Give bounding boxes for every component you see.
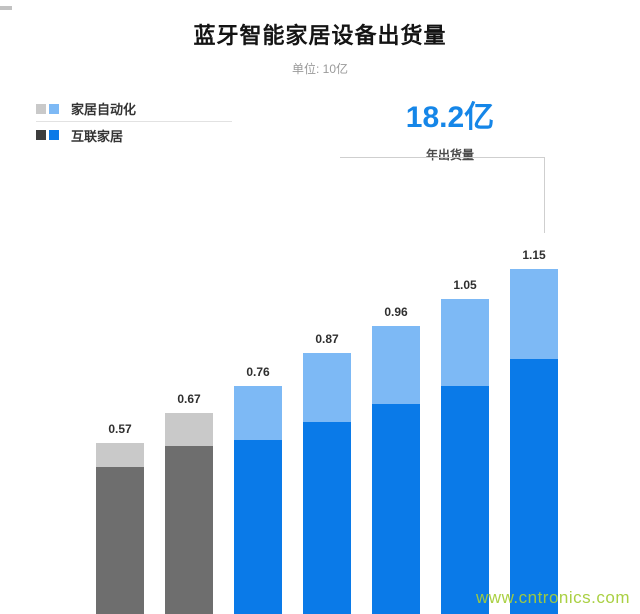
- segment-home-automation: [303, 353, 351, 422]
- segment-home-automation: [510, 269, 558, 359]
- bar-value-label: 1.05: [453, 278, 477, 292]
- stacked-bar: [234, 386, 282, 614]
- bar-value-label: 0.87: [315, 332, 339, 346]
- segment-connected-home: [96, 467, 144, 614]
- segment-connected-home: [165, 446, 213, 614]
- stacked-bar: [303, 353, 351, 614]
- bar-group: 0.96: [372, 305, 420, 614]
- annual-shipments-annotation: 18.2亿 年出货量: [340, 92, 560, 163]
- legend-swatch-blue-light: [49, 103, 59, 114]
- bar-value-label: 0.96: [384, 305, 408, 319]
- bar-group: 0.87: [303, 332, 351, 614]
- stacked-bar: [165, 413, 213, 614]
- bar-value-label: 0.57: [108, 422, 132, 436]
- bar-group: 1.05: [441, 278, 489, 614]
- segment-home-automation: [234, 386, 282, 440]
- page-title: 蓝牙智能家居设备出货量: [193, 23, 447, 48]
- stacked-bar: [372, 326, 420, 614]
- segment-home-automation: [372, 326, 420, 404]
- bar-chart: 0.57 0.67 0.76 0.87 0.96 1.05 1.15: [96, 232, 558, 614]
- segment-connected-home: [441, 386, 489, 614]
- bar-group: 0.67: [165, 392, 213, 614]
- chart-unit-subtitle: 单位: 10亿: [291, 62, 349, 76]
- legend-swatch-gray-light: [36, 103, 46, 114]
- segment-connected-home: [372, 404, 420, 614]
- segment-connected-home: [510, 359, 558, 614]
- segment-home-automation: [441, 299, 489, 386]
- segment-connected-home: [303, 422, 351, 614]
- bar-value-label: 0.67: [177, 392, 201, 406]
- bar-group: 0.57: [96, 422, 144, 614]
- legend-swatch-blue-dark: [49, 130, 59, 140]
- segment-home-automation: [165, 413, 213, 446]
- legend-item-home-automation: 家居自动化: [36, 96, 232, 122]
- legend-swatch-gray-dark: [36, 130, 46, 140]
- legend: 家居自动化 互联家居: [36, 96, 232, 148]
- segment-connected-home: [234, 440, 282, 614]
- stacked-bar: [96, 443, 144, 614]
- watermark: www.cntronics.com: [476, 588, 630, 607]
- legend-label: 互联家居: [71, 128, 124, 144]
- annotation-label: 年出货量: [425, 148, 474, 162]
- annotation-value: 18.2亿: [405, 101, 495, 134]
- bar-group: 0.76: [234, 365, 282, 614]
- annotation-connector-line: [340, 157, 545, 233]
- legend-item-connected-home: 互联家居: [36, 122, 232, 148]
- stacked-bar: [510, 269, 558, 614]
- bar-group: 1.15: [510, 248, 558, 614]
- corner-mark: [0, 6, 12, 10]
- segment-home-automation: [96, 443, 144, 467]
- bar-value-label: 1.15: [522, 248, 546, 262]
- stacked-bar: [441, 299, 489, 614]
- legend-label: 家居自动化: [71, 102, 137, 117]
- bar-value-label: 0.76: [246, 365, 270, 379]
